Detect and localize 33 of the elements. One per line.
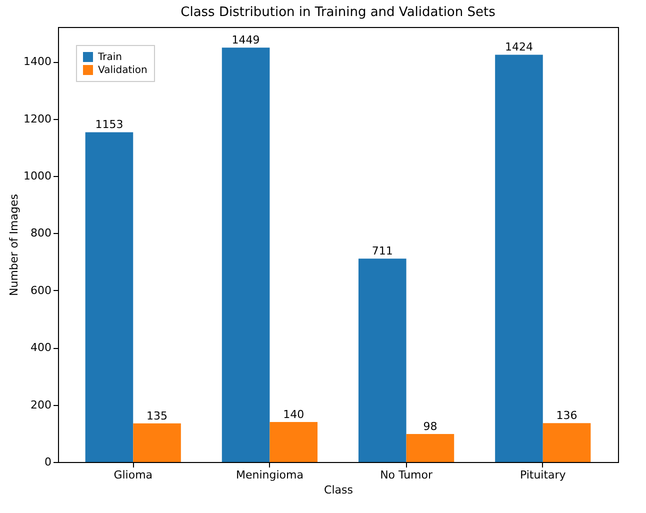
bar — [358, 258, 406, 462]
chart-title: Class Distribution in Training and Validation Sets — [180, 5, 496, 20]
data-label: 135 — [146, 409, 168, 422]
x-tick-label: No Tumor — [380, 468, 433, 482]
x-tick-label: Pituitary — [520, 468, 566, 482]
y-axis-title: Number of Images — [8, 194, 21, 296]
bar — [133, 423, 181, 462]
bar — [85, 132, 134, 462]
data-label: 711 — [372, 244, 393, 258]
y-tick-label: 0 — [44, 456, 52, 468]
y-tick-label: 1000 — [24, 170, 52, 183]
data-label: 98 — [423, 420, 438, 433]
bar — [542, 423, 591, 462]
bar — [270, 422, 318, 462]
x-axis-title: Class — [324, 484, 354, 496]
data-label: 1424 — [504, 40, 533, 54]
bar — [495, 54, 543, 462]
data-label: 140 — [283, 408, 304, 421]
y-tick-label: 1400 — [24, 55, 52, 68]
y-tick-label: 800 — [30, 226, 52, 240]
x-tick-label: Meningioma — [236, 468, 304, 482]
legend-label: Validation — [98, 65, 148, 76]
y-tick-label: 600 — [30, 284, 52, 297]
data-label: 1449 — [232, 34, 260, 47]
legend-label: Train — [97, 52, 122, 63]
y-tick-label: 1200 — [24, 112, 52, 126]
bar — [222, 48, 270, 462]
y-tick-label: 200 — [30, 398, 52, 412]
data-label: 136 — [556, 409, 578, 422]
bar — [406, 434, 454, 462]
y-tick-label: 400 — [30, 341, 52, 354]
x-tick-label: Glioma — [114, 468, 153, 482]
data-label: 1153 — [95, 118, 124, 132]
